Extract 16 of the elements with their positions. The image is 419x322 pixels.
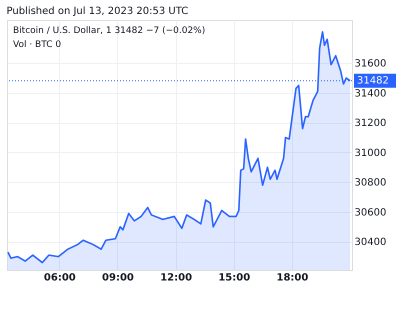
y-tick-label: 30600 — [354, 207, 386, 218]
x-tick-label: 09:00 — [102, 272, 134, 284]
y-tick-label: 31400 — [354, 88, 386, 100]
annotation: Bitcoin / U.S. Dollar, 1 31482 −7 (−0.02%) — [13, 26, 206, 36]
y-tick-label: 30800 — [354, 178, 386, 189]
ref-line-label: 31482 — [357, 76, 389, 87]
x-tick-label: 15:00 — [218, 272, 250, 284]
x-tick-label: 06:00 — [44, 272, 76, 284]
y-tick-label: 31600 — [354, 58, 386, 70]
x-tick-label: 18:00 — [276, 272, 308, 284]
y-tick-label: 30400 — [354, 237, 386, 248]
y-tick-label: 31000 — [354, 148, 386, 159]
annotation: Vol · BTC 0 — [13, 40, 62, 50]
x-tick-label: 12:00 — [160, 272, 192, 284]
y-tick-label: 31200 — [354, 118, 386, 130]
chart-title: Published on Jul 13, 2023 20:53 UTC — [6, 6, 188, 17]
